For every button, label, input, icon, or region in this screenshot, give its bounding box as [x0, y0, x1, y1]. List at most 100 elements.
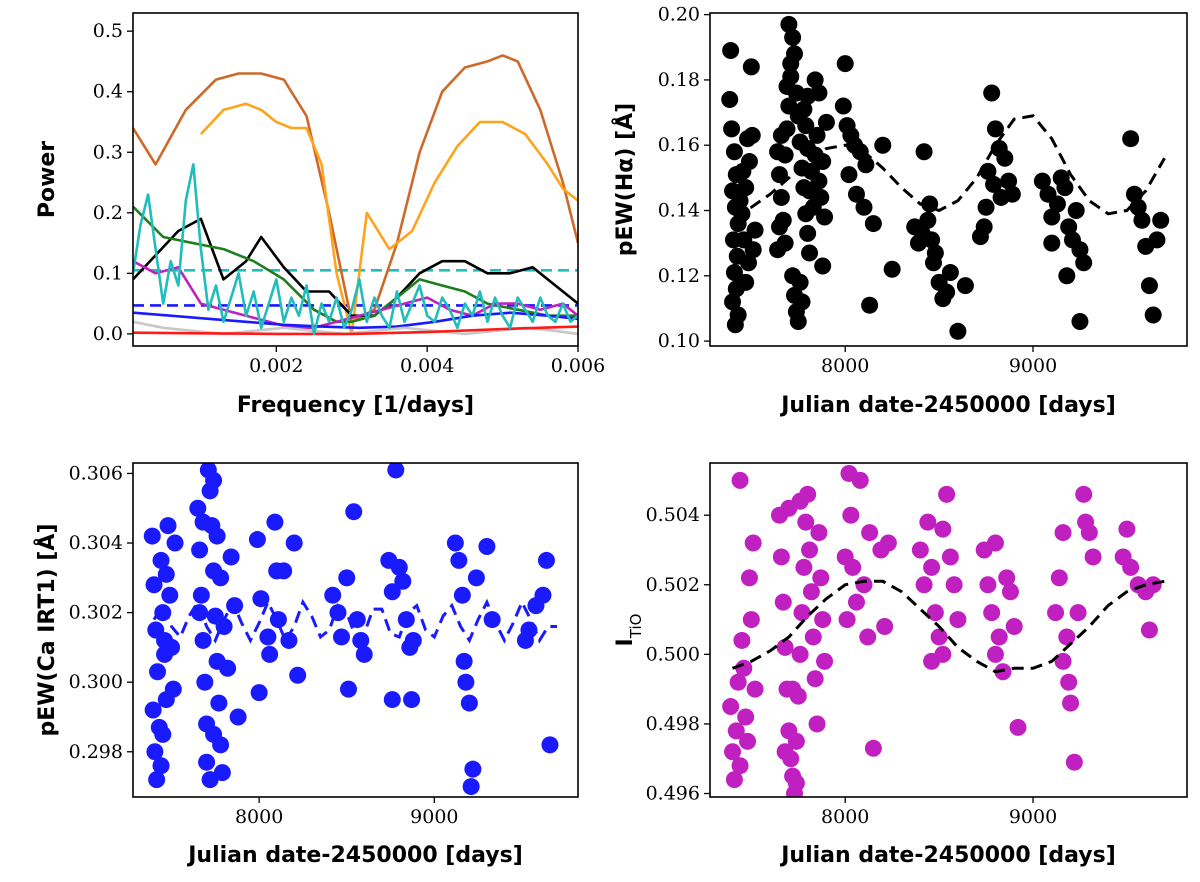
- data-point: [791, 645, 809, 663]
- data-point: [806, 670, 824, 688]
- data-point: [795, 558, 813, 576]
- data-point: [161, 586, 179, 604]
- data-point: [949, 322, 967, 340]
- data-point: [189, 499, 207, 517]
- data-point: [201, 771, 219, 789]
- data-point: [1129, 198, 1147, 216]
- axes-frame: [709, 12, 1188, 347]
- data-point: [1050, 569, 1068, 587]
- data-point: [769, 241, 787, 259]
- data-point: [744, 534, 762, 552]
- data-point: [861, 524, 879, 542]
- data-point: [915, 576, 933, 594]
- data-point: [983, 84, 1001, 102]
- axes-frame: [709, 462, 1188, 798]
- x-axis-label: Julian date-2450000 [days]: [186, 843, 523, 868]
- data-point: [923, 231, 941, 249]
- data-point: [1054, 652, 1072, 670]
- y-tick-label: 0.0: [93, 323, 123, 345]
- data-point: [403, 691, 421, 709]
- y-tick-label: 0.16: [658, 134, 700, 156]
- data-point: [739, 254, 757, 272]
- data-point: [797, 117, 815, 135]
- data-point: [1133, 211, 1151, 229]
- data-point: [1140, 621, 1158, 639]
- data-point: [787, 774, 805, 792]
- data-point: [198, 753, 216, 771]
- data-point: [455, 652, 473, 670]
- data-point: [840, 166, 858, 184]
- data-point: [776, 146, 794, 164]
- data-point: [145, 576, 163, 594]
- data-point: [1043, 208, 1061, 226]
- data-point: [814, 153, 832, 171]
- data-point: [795, 100, 813, 118]
- data-point: [737, 273, 755, 291]
- data-point: [746, 221, 764, 239]
- data-point: [737, 708, 755, 726]
- data-point: [324, 586, 342, 604]
- data-point: [857, 156, 875, 174]
- x-tick-label: 9000: [410, 806, 458, 828]
- data-point: [1062, 694, 1080, 712]
- plot-area: [133, 54, 578, 336]
- data-point: [776, 743, 794, 761]
- data-point: [742, 611, 760, 629]
- y-axis-label: pEW(Ca IRT1) [Å]: [34, 523, 60, 736]
- data-point: [923, 652, 941, 670]
- data-point: [152, 757, 170, 775]
- data-point: [1084, 548, 1102, 566]
- data-point: [149, 663, 167, 681]
- data-point: [275, 562, 293, 580]
- data-point: [789, 313, 807, 331]
- data-point: [1122, 130, 1140, 148]
- data-point: [332, 628, 350, 646]
- data-point: [864, 739, 882, 757]
- data-point: [793, 293, 811, 311]
- data-point: [816, 208, 834, 226]
- data-point: [467, 569, 485, 587]
- data-point: [285, 534, 303, 552]
- data-point: [457, 673, 475, 691]
- data-point: [1069, 604, 1087, 622]
- data-point: [770, 166, 788, 184]
- x-tick-label: 8000: [821, 806, 869, 828]
- data-point: [784, 28, 802, 46]
- data-point: [1003, 185, 1021, 203]
- data-point: [782, 55, 800, 73]
- data-point: [205, 471, 223, 489]
- data-point: [1075, 485, 1093, 503]
- y-tick-label: 0.1: [93, 262, 123, 284]
- data-point: [338, 569, 356, 587]
- x-tick-label: 0.002: [249, 355, 303, 377]
- x-axis-label: Julian date-2450000 [days]: [779, 393, 1116, 418]
- data-point: [1048, 195, 1066, 213]
- data-point: [851, 471, 869, 489]
- data-point: [1148, 231, 1166, 249]
- data-point: [1118, 520, 1136, 538]
- data-point: [876, 618, 894, 636]
- y-tick-label: 0.10: [658, 330, 700, 352]
- panel-tio: 8000 9000 0.496 0.498 0.500 0.502 0.504 Julian …: [613, 462, 1188, 868]
- y-tick-label: 0.3: [93, 141, 123, 163]
- data-point: [1065, 753, 1083, 771]
- data-point: [772, 548, 790, 566]
- series-orange: [199, 102, 578, 336]
- data-point: [148, 771, 166, 789]
- y-axis-label: Power: [35, 141, 60, 218]
- data-point: [814, 257, 832, 275]
- data-point: [259, 628, 277, 646]
- data-point: [930, 628, 948, 646]
- data-point: [261, 645, 279, 663]
- data-point: [778, 77, 796, 95]
- data-point: [806, 71, 824, 89]
- data-point: [774, 593, 792, 611]
- data-point: [229, 708, 247, 726]
- data-point: [799, 87, 817, 105]
- data-point: [1056, 179, 1074, 197]
- data-point: [834, 97, 852, 115]
- data-point: [731, 192, 749, 210]
- data-point: [383, 583, 401, 601]
- data-point: [996, 149, 1014, 167]
- data-point: [219, 659, 237, 677]
